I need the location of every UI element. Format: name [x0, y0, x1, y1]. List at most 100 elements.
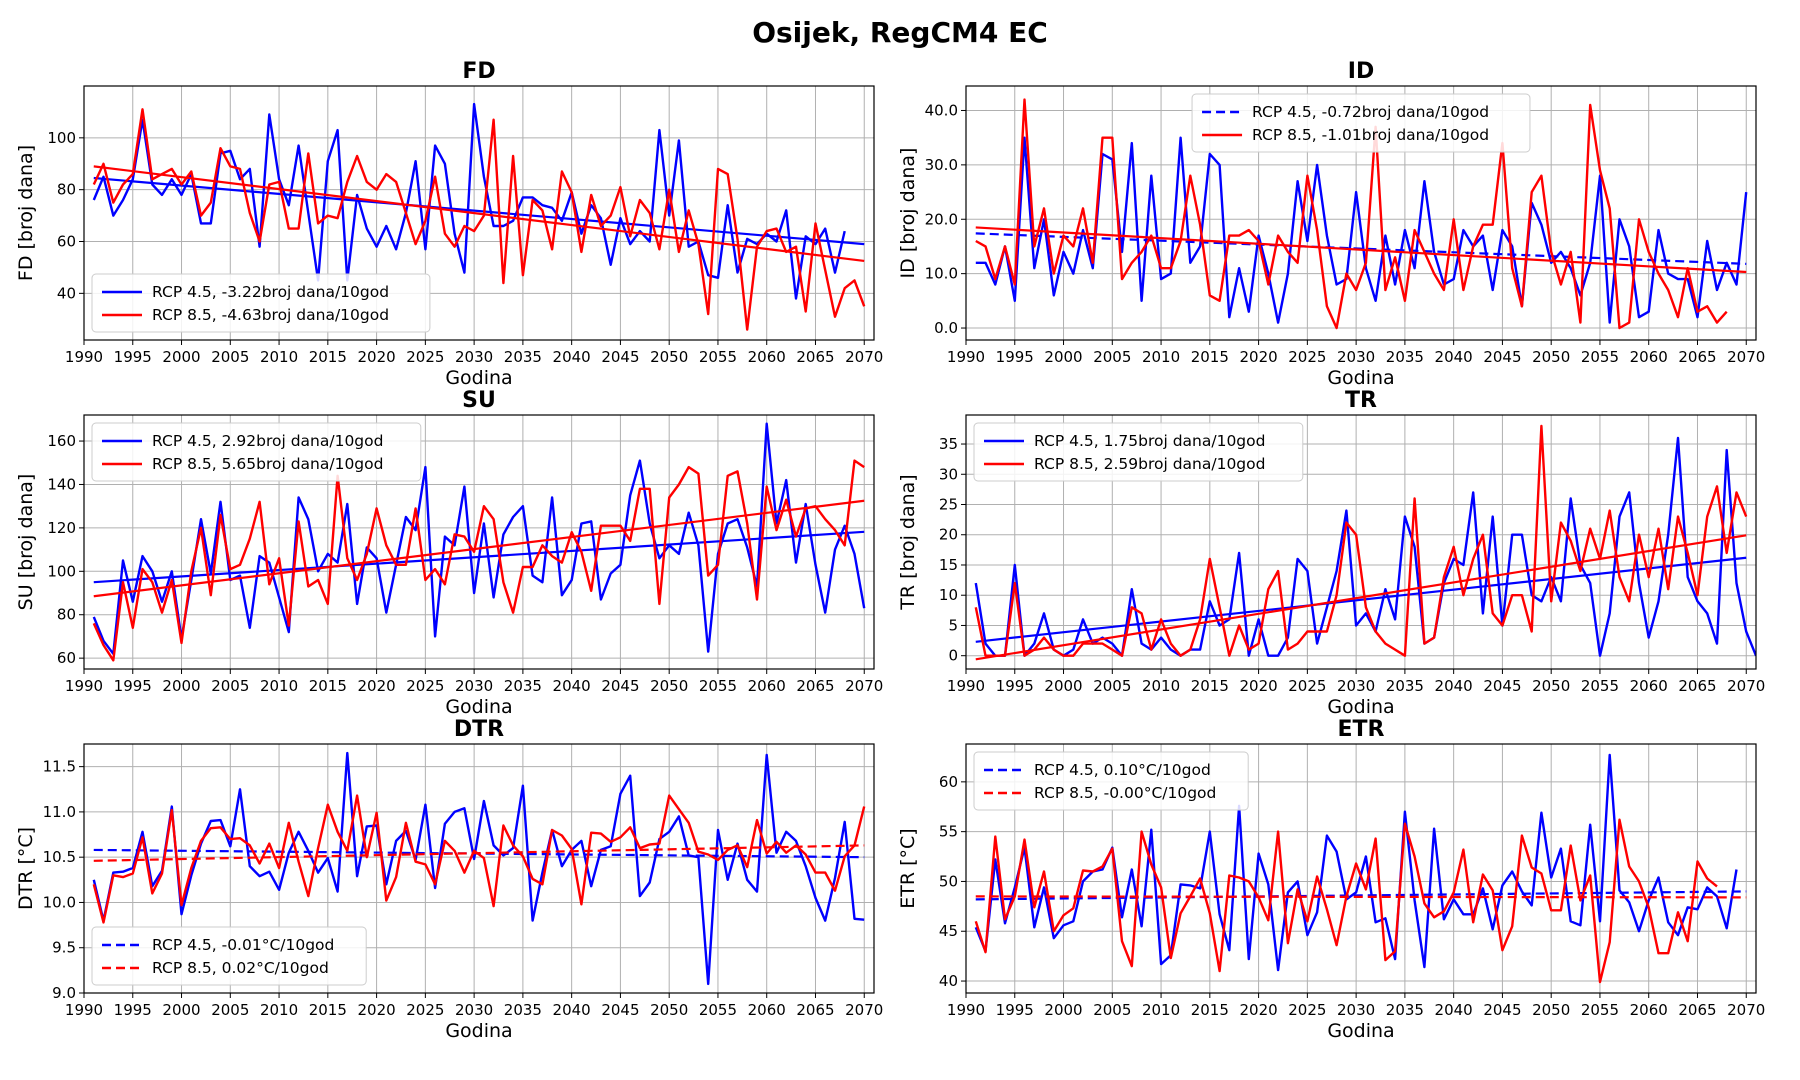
- dtr-x-tick-label: 2005: [211, 1001, 249, 1019]
- fd-x-tick-label: 2025: [406, 348, 444, 366]
- su-x-tick-label: 2015: [309, 677, 347, 695]
- tr-x-tick-label: 2010: [1142, 677, 1180, 695]
- etr-x-tick-label: 2040: [1435, 1001, 1473, 1019]
- etr-y-tick-label: 45: [939, 922, 958, 940]
- su-x-tick-label: 2040: [553, 677, 591, 695]
- dtr-legend-label-rcp45: RCP 4.5, -0.01°C/10god: [152, 936, 334, 954]
- tr-x-tick-label: 2065: [1678, 677, 1716, 695]
- dtr-x-tick-label: 2035: [504, 1001, 542, 1019]
- dtr-plot-area: [92, 751, 866, 986]
- etr-x-tick-label: 2055: [1581, 1001, 1619, 1019]
- fd-x-tick-label: 2055: [699, 348, 737, 366]
- dtr-panel: DTR 1990 1995 2000 2005 2010 2015 2020 2025 2030 2…: [15, 717, 883, 1042]
- etr-x-tick-label: 2065: [1678, 1001, 1716, 1019]
- su-legend-label-rcp45: RCP 4.5, 2.92broj dana/10god: [152, 432, 383, 450]
- fd-x-tick-label: 2070: [845, 348, 883, 366]
- dtr-x-tick-label: 2015: [309, 1001, 347, 1019]
- id-panel: ID 1990 1995 2000 2005 2010 2015 2020 2025 2030 20…: [897, 59, 1765, 389]
- fd-legend-label-rcp85: RCP 8.5, -4.63broj dana/10god: [152, 306, 389, 324]
- fd-x-tick-label: 2050: [650, 348, 688, 366]
- etr-panel: ETR 1990 1995 2000 2005 2010 2015 2020 2025 2030 2…: [897, 717, 1765, 1042]
- dtr-x-tick-label: 1990: [65, 1001, 103, 1019]
- id-y-tick-label: 10.0: [925, 265, 958, 283]
- id-y-tick-label: 0.0: [934, 319, 958, 337]
- dtr-y-tick-label: 9.5: [52, 939, 76, 957]
- dtr-y-tick-label: 10.0: [43, 893, 76, 911]
- su-y-tick-label: 60: [57, 649, 76, 667]
- su-trend-rcp85: [93, 499, 865, 598]
- id-x-tick-label: 2050: [1532, 348, 1570, 366]
- dtr-legend-box: [91, 926, 367, 986]
- tr-legend: RCP 4.5, 1.75broj dana/10god RCP 8.5, 2.5…: [973, 422, 1304, 482]
- id-x-tick-label: 2055: [1581, 348, 1619, 366]
- id-x-tick-label: 2040: [1435, 348, 1473, 366]
- fd-x-tick-label: 1995: [114, 348, 152, 366]
- tr-x-tick-label: 2020: [1239, 677, 1277, 695]
- tr-plot-area: [974, 424, 1756, 661]
- tr-y-tick-label: 0: [948, 647, 958, 665]
- id-x-tick-label: 2000: [1044, 348, 1082, 366]
- id-legend: RCP 4.5, -0.72broj dana/10god RCP 8.5, -1…: [1191, 93, 1531, 153]
- fd-x-tick-label: 2030: [455, 348, 493, 366]
- id-x-tick-label: 1990: [947, 348, 985, 366]
- etr-y-tick-label: 55: [939, 823, 958, 841]
- su-x-tick-label: 2010: [260, 677, 298, 695]
- dtr-y-tick-label: 11.0: [43, 803, 76, 821]
- etr-y-tick-label: 60: [939, 773, 958, 791]
- etr-x-tick-label: 2045: [1483, 1001, 1521, 1019]
- id-x-tick-label: 2060: [1630, 348, 1668, 366]
- tr-x-tick-label: 2045: [1483, 677, 1521, 695]
- etr-x-tick-label: 2030: [1337, 1001, 1375, 1019]
- su-x-axis-label: Godina: [445, 696, 512, 718]
- id-title: ID: [1348, 59, 1374, 84]
- tr-x-tick-label: 2050: [1532, 677, 1570, 695]
- etr-legend-box: [973, 751, 1249, 811]
- dtr-x-tick-label: 2055: [699, 1001, 737, 1019]
- id-x-tick-label: 2015: [1191, 348, 1229, 366]
- su-panel: SU 1990 1995 2000 2005 2010 2015 2020 2025 2030 20…: [15, 388, 883, 718]
- dtr-legend: RCP 4.5, -0.01°C/10god RCP 8.5, 0.02°C/10…: [91, 926, 367, 986]
- fd-axes-frame: [83, 85, 875, 341]
- fd-x-tick-label: 2035: [504, 348, 542, 366]
- dtr-x-tick-label: 2060: [748, 1001, 786, 1019]
- fd-x-axis-label: Godina: [445, 367, 512, 389]
- su-series-rcp85-line: [92, 459, 865, 662]
- etr-x-tick-label: 1995: [996, 1001, 1034, 1019]
- fd-y-tick-label: 100: [47, 129, 76, 147]
- fd-trend-rcp45: [93, 176, 865, 246]
- id-plot-area: [975, 98, 1748, 330]
- tr-y-tick-label: 10: [939, 586, 958, 604]
- tr-y-tick-label: 30: [939, 465, 958, 483]
- tr-title: TR: [1345, 388, 1377, 413]
- id-x-tick-label: 2010: [1142, 348, 1180, 366]
- su-x-tick-label: 2070: [845, 677, 883, 695]
- fd-series-rcp85-line: [92, 108, 866, 331]
- etr-legend-label-rcp45: RCP 4.5, 0.10°C/10god: [1034, 761, 1211, 779]
- id-x-tick-label: 2070: [1727, 348, 1765, 366]
- etr-trend-rcp85: [975, 895, 1747, 899]
- su-y-tick-label: 80: [57, 606, 76, 624]
- id-axes-frame: [965, 85, 1757, 341]
- tr-trend-rcp85: [975, 534, 1747, 661]
- su-x-tick-label: 2050: [650, 677, 688, 695]
- etr-y-tick-label: 50: [939, 872, 958, 890]
- id-x-tick-label: 2025: [1288, 348, 1326, 366]
- etr-x-tick-label: 2060: [1630, 1001, 1668, 1019]
- id-series-rcp85-line: [975, 98, 1728, 330]
- tr-legend-label-rcp85: RCP 8.5, 2.59broj dana/10god: [1034, 455, 1265, 473]
- id-x-tick-label: 2020: [1239, 348, 1277, 366]
- tr-x-tick-label: 2005: [1093, 677, 1131, 695]
- dtr-y-tick-label: 10.5: [43, 848, 76, 866]
- tr-x-tick-label: 2060: [1630, 677, 1668, 695]
- fd-x-tick-label: 2020: [357, 348, 395, 366]
- tr-series-rcp85-line: [974, 424, 1748, 657]
- id-y-axis-label: ID [broj dana]: [897, 148, 919, 279]
- su-x-tick-label: 2035: [504, 677, 542, 695]
- dtr-x-tick-label: 1995: [114, 1001, 152, 1019]
- dtr-axes-frame: [83, 743, 875, 994]
- id-x-tick-label: 2045: [1483, 348, 1521, 366]
- id-y-tick-label: 20.0: [925, 210, 958, 228]
- su-series-rcp45-line: [92, 422, 866, 655]
- su-x-tick-label: 2005: [211, 677, 249, 695]
